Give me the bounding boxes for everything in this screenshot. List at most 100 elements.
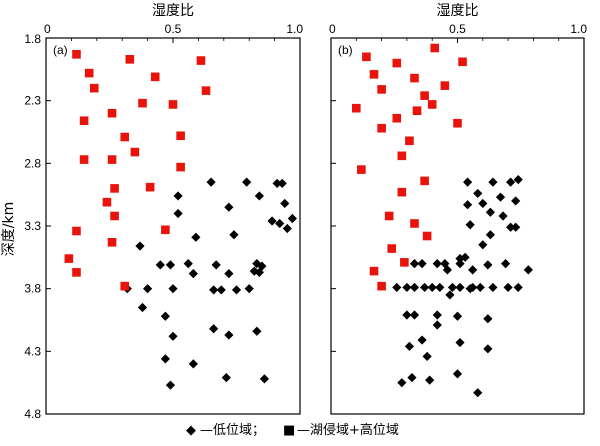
panel-a: 湿度比 0 0.5 1.0 1.8 2.3 2.8 3.3 3.8 4.3 4.8 (a) [24,3,303,421]
legend: ◆ —低位域； ■ —湖侵域+高位域 [186,422,399,438]
data-point-low-b [445,290,455,300]
x-tick-label-b: 0.5 [449,22,466,36]
data-point-low-a [168,284,178,294]
data-point-low-b [402,310,412,320]
data-point-high-a [150,72,160,82]
data-point-low-b [442,265,452,275]
x-axis-title-b: 湿度比 [437,3,479,19]
data-point-high-b [377,281,386,291]
data-point-low-a [173,208,183,219]
data-point-low-b [503,282,513,293]
data-point-low-b [478,240,488,250]
data-point-low-b [432,259,442,269]
data-point-low-b [511,222,521,232]
data-point-high-b [357,165,366,174]
data-point-low-b [432,320,442,330]
data-point-high-a [196,56,206,65]
data-point-high-a [110,211,119,221]
y-tick-label-a: 4.8 [24,407,41,421]
data-point-high-a [72,226,81,236]
data-point-high-b [369,266,379,276]
data-point-high-b [422,231,432,241]
data-point-high-a [64,254,74,263]
data-point-low-a [137,302,148,313]
data-point-low-b [506,177,516,187]
data-point-low-b [455,259,465,269]
x-tick-label-b: 0 [329,22,336,36]
data-point-low-a [165,260,176,270]
data-point-low-b [473,188,483,199]
data-point-low-b [465,284,475,294]
data-point-high-b [427,100,437,109]
data-point-low-a [143,284,153,294]
y-tick-label-a: 1.8 [24,32,41,46]
data-point-low-a [242,177,252,187]
data-point-low-a [282,223,292,234]
data-point-high-a [161,225,170,235]
data-point-high-a [120,132,130,142]
data-point-high-b [377,85,386,94]
data-point-high-b [430,43,440,53]
data-point-low-b [463,177,473,187]
data-point-high-a [72,49,81,59]
data-point-low-b [468,265,478,275]
data-point-low-a [280,198,290,209]
data-point-low-b [409,259,420,269]
data-point-high-b [420,176,429,186]
data-point-low-b [500,259,511,269]
x-axis-title-a: 湿度比 [152,3,194,19]
data-point-high-a [130,147,140,157]
data-point-high-b [405,136,414,146]
data-point-low-a [160,354,170,364]
data-point-high-a [107,155,117,164]
data-point-low-a [135,241,145,251]
x-tick-label-a: 1.0 [286,22,303,36]
plot-frame-b [330,37,585,415]
data-point-high-b [377,123,386,133]
data-point-high-a [79,116,89,126]
data-point-low-b [404,341,415,351]
data-point-high-a [72,268,81,277]
data-point-low-a [211,260,221,270]
data-point-high-b [453,118,462,128]
data-point-low-a [252,326,262,336]
data-point-high-b [420,91,429,100]
data-point-high-a [176,162,185,172]
data-point-low-a [267,216,277,226]
data-point-low-b [427,282,437,293]
data-point-low-b [488,282,498,293]
data-point-low-b [425,375,435,385]
data-point-low-b [511,196,521,206]
data-point-high-b [458,57,467,67]
legend-high-text: —湖侵域+高位域 [297,422,399,438]
data-point-low-b [409,282,420,293]
data-point-low-a [272,178,282,188]
data-point-low-b [440,259,450,269]
data-point-low-a [160,311,170,321]
data-point-low-b [485,230,495,240]
data-point-low-b [475,282,485,293]
data-point-high-b [392,113,402,123]
data-point-low-a [254,191,264,201]
data-point-low-b [452,311,463,321]
data-point-low-a [224,330,234,340]
data-point-high-b [384,211,394,221]
data-point-high-a [138,98,147,108]
data-point-high-a [79,155,89,164]
data-point-low-b [452,369,463,379]
data-point-low-a [229,230,239,240]
data-point-low-a [168,331,178,341]
data-point-low-b [402,282,412,293]
data-point-low-a [221,373,231,383]
data-point-low-a [209,324,219,334]
data-point-low-b [417,335,427,345]
data-point-low-b [485,207,495,217]
data-point-high-b [400,258,409,267]
data-point-high-b [412,106,422,115]
data-point-low-a [165,380,176,390]
data-point-low-b [513,282,523,293]
data-point-low-a [231,285,242,295]
data-point-high-b [397,151,407,161]
data-point-low-b [447,282,458,293]
